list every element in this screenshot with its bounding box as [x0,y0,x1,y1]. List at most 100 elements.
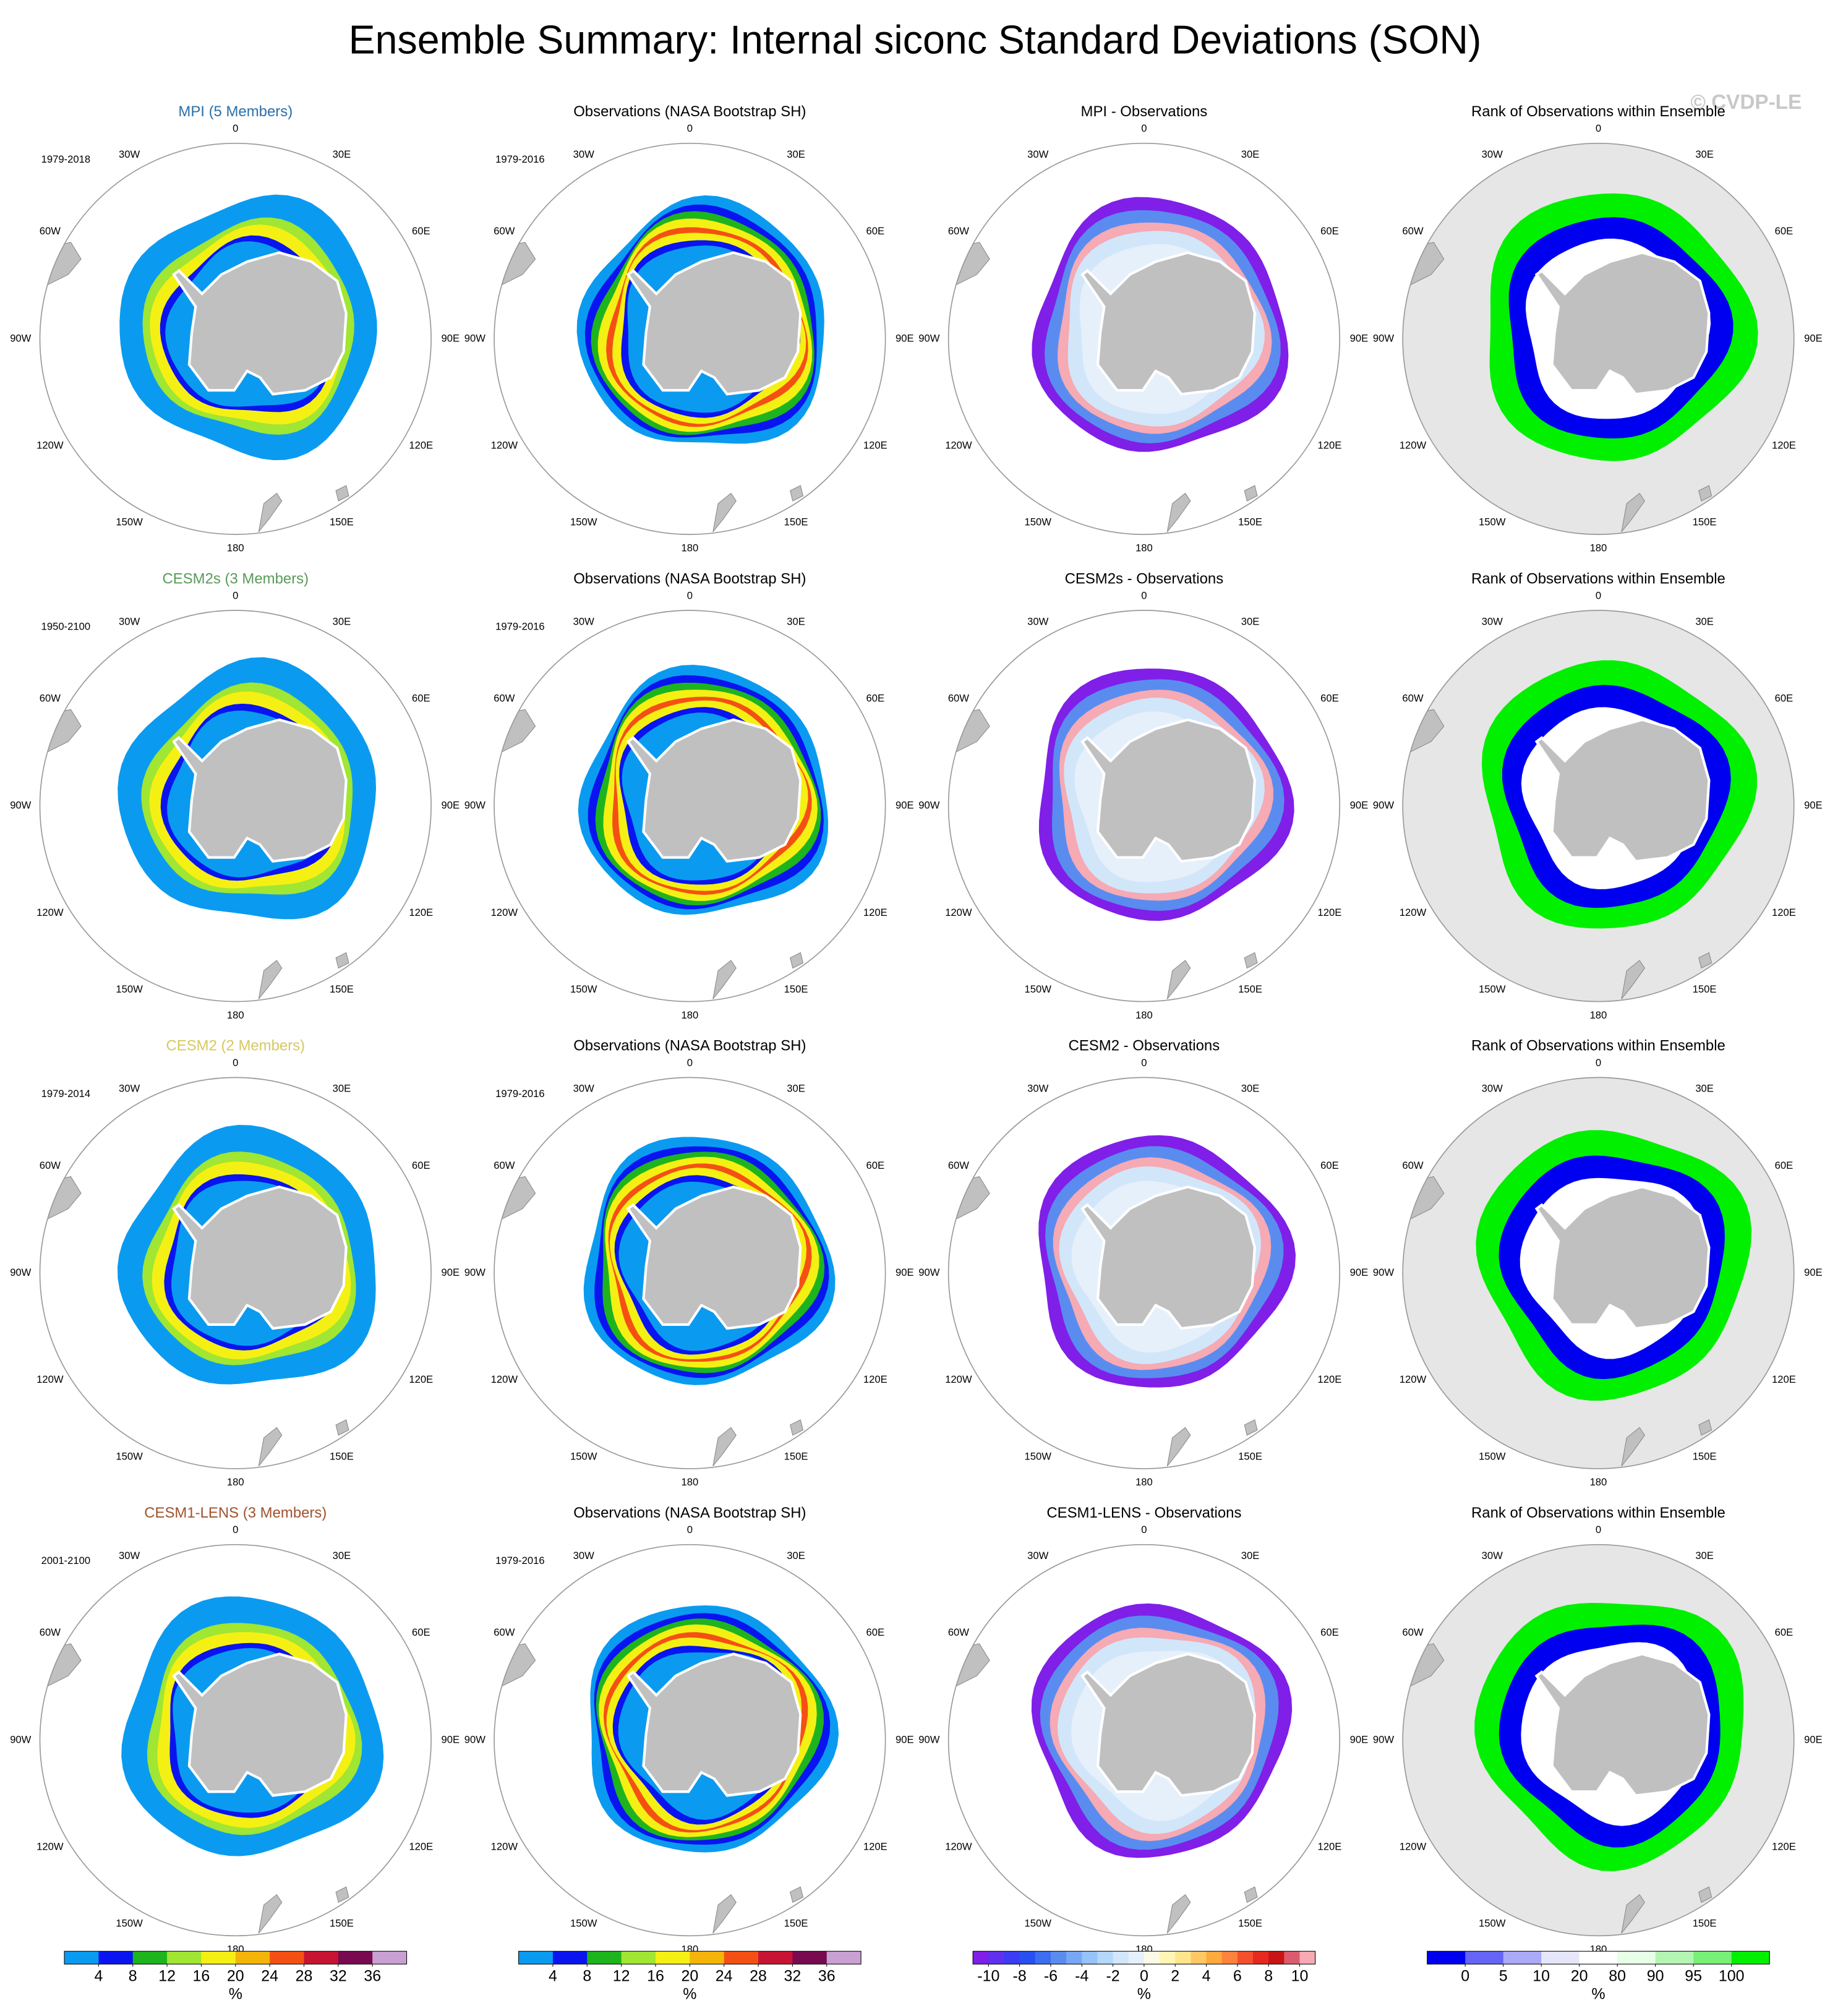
longitude-label: 120W [491,440,518,451]
longitude-label: 150W [570,1918,597,1929]
longitude-label: 60W [494,1626,515,1638]
land-tasmania [1698,952,1712,969]
land-antarctica [1080,718,1256,863]
map-panel: 0 30E 60E 90E 120E 150E 180 150W 120W 90W 60W 30W CE… [918,570,1368,1020]
land-antarctica [1534,1185,1711,1330]
panel-title: Observations (NASA Bootstrap SH) [573,1038,806,1054]
longitude-label: 0 [233,590,238,602]
longitude-label: 90E [1804,800,1823,811]
longitude-label: 30E [1695,1550,1714,1561]
land-new-zealand [1621,960,1645,999]
longitude-label: 120E [863,907,887,918]
longitude-label: 90E [442,800,460,811]
colorbar-tick-label: 12 [158,1967,176,1984]
colorbar-box [690,1951,725,1965]
longitude-label: 120E [1772,1841,1796,1853]
longitude-label: 60W [40,225,61,237]
longitude-label: 90W [918,1266,939,1278]
land-tasmania [1698,1419,1712,1436]
colorbar-box [1082,1951,1098,1965]
colorbar-box [64,1951,99,1965]
longitude-label: 90E [1350,332,1369,344]
longitude-label: 30E [787,148,805,160]
land-antarctica [1080,251,1256,396]
longitude-label: 30W [1482,615,1503,627]
longitude-label: 90W [10,332,31,344]
longitude-label: 30E [1241,1550,1260,1561]
longitude-label: 60E [412,1626,430,1638]
map-field [42,1124,376,1467]
longitude-label: 180 [227,542,244,554]
longitude-label: 60W [494,692,515,704]
land-antarctica [1080,1652,1256,1797]
longitude-label: 150W [1025,1918,1052,1929]
longitude-label: 90W [10,1266,31,1278]
longitude-label: 120E [1317,1373,1341,1385]
longitude-label: 180 [1590,1009,1607,1021]
longitude-label: 30W [1482,148,1503,160]
longitude-label: 120W [1400,1373,1427,1385]
colorbar-tick-label: 100 [1719,1967,1745,1984]
map-border [947,610,1341,1002]
longitude-label: 150E [330,983,354,995]
longitude-label: 60W [1402,1160,1423,1171]
longitude-label: 120E [409,1373,433,1385]
longitude-label: 150W [1479,1450,1506,1462]
longitude-label: 120E [409,440,433,451]
longitude-label: 30E [1241,615,1260,627]
longitude-label: 180 [681,1009,698,1021]
period-label: 1979-2014 [41,1088,91,1100]
longitude-label: 60E [1775,1160,1794,1171]
longitude-label: 90E [896,332,914,344]
map-field [1405,193,1758,532]
longitude-label: 150E [1693,983,1717,995]
longitude-label: 60E [1320,1160,1339,1171]
longitude-label: 60E [412,225,430,237]
panel-title: CESM2s (3 Members) [162,570,309,587]
longitude-label: 0 [233,1524,238,1535]
longitude-label: 150E [784,983,808,995]
longitude-label: 180 [1590,1476,1607,1488]
land-tasmania [335,952,349,969]
colorbar-box [552,1951,588,1965]
longitude-label: 150W [570,1450,597,1462]
land-tasmania [335,1886,349,1903]
longitude-label: 120W [945,440,972,451]
colorbar-tick-label: 24 [261,1967,278,1984]
land-antarctica [1080,1185,1256,1330]
longitude-label: 150E [330,1450,354,1462]
longitude-label: 120W [1400,1841,1427,1853]
longitude-label: 60W [494,225,515,237]
colorbar-box [1050,1951,1067,1965]
colorbar-tick-label: 24 [716,1967,733,1984]
land-tasmania [790,485,804,502]
longitude-label: 30W [573,1550,594,1561]
panel-title: CESM2s - Observations [1065,570,1224,587]
map-field [1405,660,1758,999]
longitude-label: 120W [945,1373,972,1385]
colorbar-tick-label: 20 [227,1967,244,1984]
colorbar-tick-label: 16 [647,1967,664,1984]
longitude-label: 90E [896,800,914,811]
longitude-label: 30E [1695,148,1714,160]
land-antarctica [626,718,802,863]
colorbar-box [235,1951,270,1965]
colorbar-box [1097,1951,1113,1965]
longitude-label: 90E [442,1733,460,1745]
colorbar-tick-label: 4 [549,1967,557,1984]
longitude-label: 90E [1350,800,1369,811]
longitude-label: 180 [1135,1009,1153,1021]
map-panel: 0 30E 60E 90E 120E 150E 180 150W 120W 90W 60W 30W CE… [10,570,460,1020]
colorbar-tick-label: 8 [129,1967,137,1984]
longitude-label: 150W [570,516,597,528]
longitude-label: 150E [1693,516,1717,528]
longitude-label: 150E [784,1450,808,1462]
colorbar-box [304,1951,339,1965]
longitude-label: 60W [494,1160,515,1171]
panel-title: Rank of Observations within Ensemble [1471,1038,1725,1054]
longitude-label: 180 [681,1476,698,1488]
colorbar-box [988,1951,1004,1965]
land-tasmania [1244,1419,1258,1436]
colorbar-tick-label: 10 [1533,1967,1550,1984]
land-new-zealand [1621,1427,1645,1467]
